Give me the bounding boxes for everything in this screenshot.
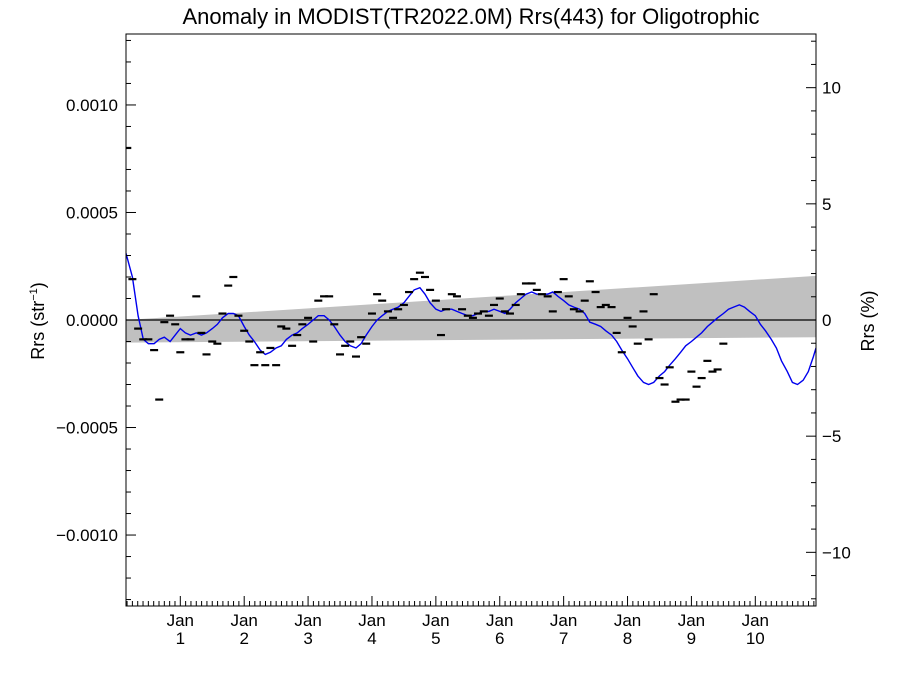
y-tick-label-right: 5 xyxy=(822,195,831,214)
x-tick-label-year: 8 xyxy=(623,629,632,648)
x-tick-label-month: Jan xyxy=(678,611,705,630)
y-axis-label-right: Rrs (%) xyxy=(858,291,878,352)
x-tick-label-month: Jan xyxy=(550,611,577,630)
y-axis-label-left: Rrs (str−1) xyxy=(28,282,48,360)
x-tick-label-month: Jan xyxy=(422,611,449,630)
chart-title: Anomaly in MODIST(TR2022.0M) Rrs(443) fo… xyxy=(182,4,759,29)
plot-area: 0.0010 0.0005 0.0000 −0.0005 −0.0010 10 5 0 −5 −1… xyxy=(56,33,851,648)
y-tick-label-left: 0.0005 xyxy=(66,203,118,222)
y-tick-label-right: 0 xyxy=(822,311,831,330)
running-mean-line xyxy=(126,253,816,386)
x-tick-label-month: Jan xyxy=(742,611,769,630)
y-tick-label-left: 0.0010 xyxy=(66,96,118,115)
plot-content xyxy=(126,146,816,403)
x-tick-label-month: Jan xyxy=(486,611,513,630)
x-tick-label-year: 9 xyxy=(687,629,696,648)
uncertainty-band xyxy=(126,275,816,343)
x-tick-label-year: 3 xyxy=(303,629,312,648)
x-tick-label-year: 1 xyxy=(176,629,185,648)
x-tick-label-year: 2 xyxy=(239,629,248,648)
y-axis-label-left-sup: −1 xyxy=(28,288,40,301)
y-axis-label-left-close: ) xyxy=(28,282,48,288)
x-tick-label-year: 5 xyxy=(431,629,440,648)
y-tick-label-right: −10 xyxy=(822,543,851,562)
y-tick-label-left: −0.0005 xyxy=(56,419,118,438)
x-tick-label-year: 6 xyxy=(495,629,504,648)
y-tick-label-left: −0.0010 xyxy=(56,526,118,545)
x-tick-label-month: Jan xyxy=(614,611,641,630)
x-tick-label-month: Jan xyxy=(294,611,321,630)
x-tick-label-year: 4 xyxy=(367,629,376,648)
y-axis-label-left-main: Rrs (str xyxy=(28,301,48,360)
x-tick-label-year: 10 xyxy=(746,629,765,648)
y-tick-label-right: −5 xyxy=(822,427,841,446)
y-tick-label-left: 0.0000 xyxy=(66,311,118,330)
x-tick-label-year: 7 xyxy=(559,629,568,648)
x-tick-label-month: Jan xyxy=(167,611,194,630)
x-tick-label-month: Jan xyxy=(230,611,257,630)
x-tick-label-month: Jan xyxy=(358,611,385,630)
y-tick-label-right: 10 xyxy=(822,79,841,98)
